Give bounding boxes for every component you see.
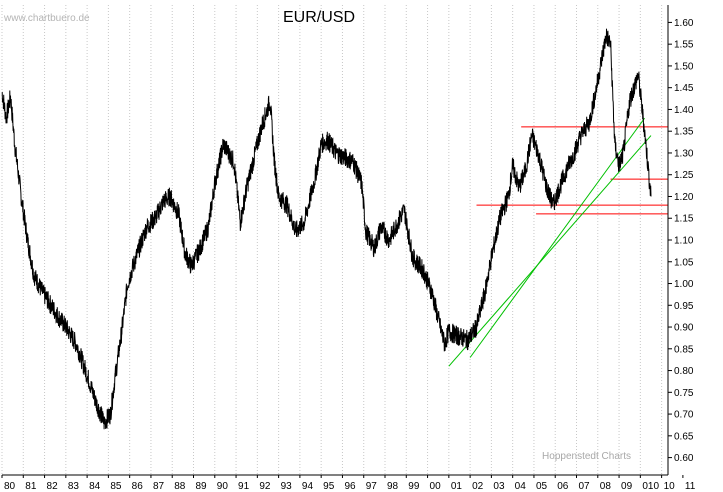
y-tick-label: 1.40 xyxy=(674,105,694,116)
x-tick-label: 89 xyxy=(196,481,208,492)
trendline xyxy=(448,135,652,367)
watermark-text: www.chartbuero.de xyxy=(3,13,90,24)
x-tick-label: 86 xyxy=(132,481,144,492)
x-tick-label: 99 xyxy=(408,481,420,492)
y-axis-ticks: 1.60 1.55 1.50 1.45 1.40 1.35 1.30 1.25 1.20 1.15… xyxy=(668,18,694,464)
y-tick-label: 1.50 xyxy=(674,61,694,72)
y-tick-label: 1.15 xyxy=(674,214,694,225)
y-tick-label: 1.55 xyxy=(674,40,694,51)
x-tick-label: 97 xyxy=(366,481,378,492)
x-tick-label: 010 xyxy=(642,481,659,492)
y-tick-label: 1.00 xyxy=(674,279,694,290)
price-series xyxy=(1,28,652,430)
x-tick-label: 00 xyxy=(430,481,442,492)
y-tick-label: 1.60 xyxy=(674,18,694,29)
y-tick-label: 0.80 xyxy=(674,366,694,377)
x-tick-label: 82 xyxy=(47,481,59,492)
x-tick-label: 81 xyxy=(25,481,37,492)
chart-title: EUR/USD xyxy=(283,9,355,26)
x-tick-label: 85 xyxy=(110,481,122,492)
x-tick-label: 92 xyxy=(259,481,271,492)
trendline xyxy=(469,117,645,358)
y-tick-label: 0.75 xyxy=(674,388,694,399)
y-tick-label: 0.65 xyxy=(674,431,694,442)
x-tick-label: 05 xyxy=(536,481,548,492)
x-tick-label: 96 xyxy=(344,481,356,492)
y-tick-label: 1.25 xyxy=(674,170,694,181)
credit-text: Hoppenstedt Charts xyxy=(542,451,631,462)
y-tick-label: 1.10 xyxy=(674,236,694,247)
y-tick-label: 1.30 xyxy=(674,148,694,159)
y-tick-label: 0.95 xyxy=(674,301,694,312)
y-tick-label: 1.45 xyxy=(674,83,694,94)
trendlines xyxy=(448,117,652,367)
x-tick-label: 11 xyxy=(685,481,696,492)
x-tick-label: 98 xyxy=(387,481,399,492)
x-tick-label: 90 xyxy=(217,481,229,492)
x-tick-label: 87 xyxy=(153,481,165,492)
x-tick-label: 02 xyxy=(472,481,484,492)
x-axis-ticks: 80 81 82 83 84 85 86 87 88 89 90 91 92 93 94 95 96 97 98 99… xyxy=(1,475,696,492)
x-tick-label: 94 xyxy=(302,481,314,492)
x-tick-label: 84 xyxy=(89,481,101,492)
eur-usd-price-line xyxy=(1,28,652,430)
x-tick-label: 91 xyxy=(238,481,250,492)
x-tick-label: 08 xyxy=(600,481,612,492)
y-tick-label: 0.70 xyxy=(674,410,694,421)
x-tick-label: 80 xyxy=(4,481,16,492)
x-tick-label: 03 xyxy=(493,481,505,492)
y-tick-label: 1.05 xyxy=(674,257,694,268)
x-tick-label: 10 xyxy=(664,481,676,492)
y-tick-label: 0.90 xyxy=(674,323,694,334)
x-tick-label: 07 xyxy=(579,481,591,492)
x-tick-label: 09 xyxy=(621,481,633,492)
x-tick-label: 04 xyxy=(515,481,527,492)
x-tick-label: 95 xyxy=(323,481,335,492)
x-tick-label: 01 xyxy=(451,481,463,492)
y-tick-label: 1.20 xyxy=(674,192,694,203)
x-tick-label: 06 xyxy=(557,481,569,492)
y-tick-label: 0.60 xyxy=(674,453,694,464)
y-tick-label: 1.35 xyxy=(674,127,694,138)
x-tick-label: 93 xyxy=(281,481,293,492)
x-tick-label: 83 xyxy=(68,481,80,492)
y-tick-label: 0.85 xyxy=(674,344,694,355)
x-tick-label: 88 xyxy=(174,481,186,492)
